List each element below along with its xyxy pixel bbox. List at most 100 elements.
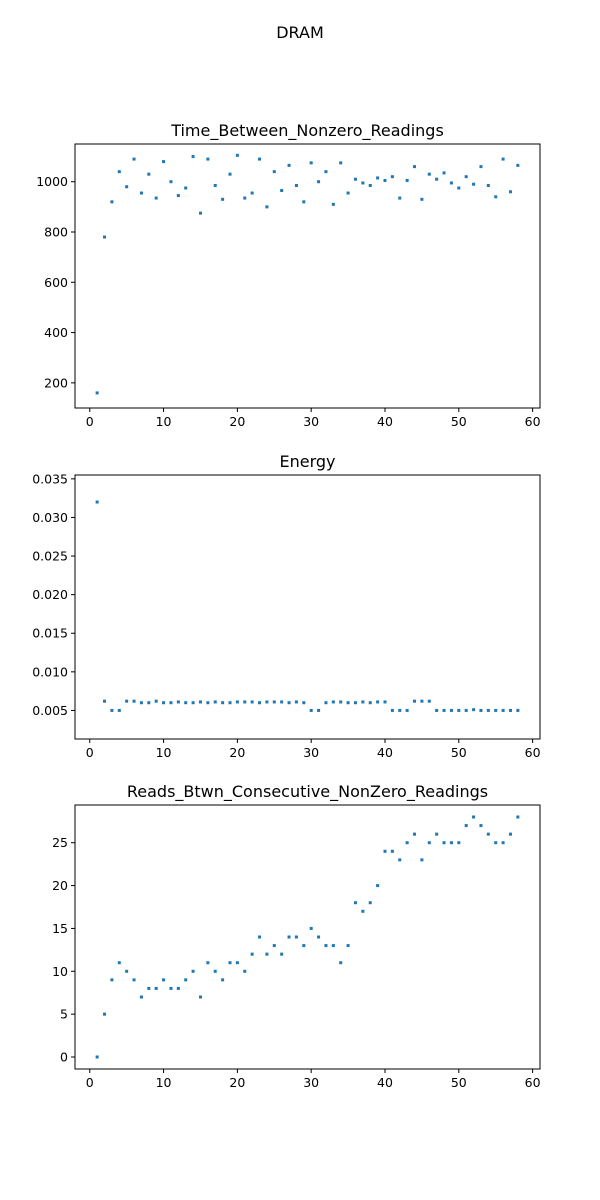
- x-tick-label: 0: [86, 414, 94, 429]
- data-point: [125, 969, 129, 973]
- figure-suptitle: DRAM: [276, 23, 324, 42]
- data-point: [376, 884, 380, 888]
- y-tick-label: 5: [60, 1007, 68, 1022]
- x-tick-label: 0: [86, 745, 94, 760]
- data-point: [221, 978, 225, 982]
- data-point: [280, 952, 284, 956]
- y-tick-label: 200: [44, 375, 68, 390]
- y-tick-label: 25: [52, 835, 68, 850]
- data-point: [191, 701, 195, 705]
- data-point: [258, 157, 262, 161]
- data-point: [346, 944, 350, 948]
- y-tick-label: 0.035: [32, 471, 68, 486]
- y-tick-label: 600: [44, 275, 68, 290]
- data-point: [494, 195, 498, 199]
- data-point: [213, 700, 217, 704]
- data-point: [294, 935, 298, 939]
- data-point: [339, 961, 343, 965]
- data-point: [449, 841, 453, 845]
- series-points: [95, 815, 520, 1059]
- data-point: [398, 708, 402, 712]
- data-point: [125, 699, 129, 703]
- data-point: [162, 701, 166, 705]
- x-tick-label: 50: [451, 745, 467, 760]
- data-point: [457, 186, 461, 190]
- data-point: [176, 700, 180, 704]
- subplot-title: Reads_Btwn_Consecutive_NonZero_Readings: [127, 782, 488, 802]
- y-tick-label: 0.010: [32, 664, 68, 679]
- data-point: [368, 701, 372, 705]
- data-point: [206, 961, 210, 965]
- data-point: [243, 196, 247, 200]
- data-point: [464, 175, 468, 179]
- data-point: [95, 1055, 99, 1059]
- data-point: [258, 701, 262, 705]
- x-tick-label: 30: [303, 1075, 319, 1090]
- data-point: [132, 699, 136, 703]
- data-point: [184, 701, 188, 705]
- data-point: [162, 160, 166, 164]
- x-tick-label: 0: [86, 1075, 94, 1090]
- data-point: [442, 708, 446, 712]
- data-point: [287, 701, 291, 705]
- data-point: [383, 178, 387, 182]
- data-point: [154, 986, 158, 990]
- data-point: [486, 832, 490, 836]
- x-tick-label: 40: [377, 745, 393, 760]
- data-point: [117, 961, 121, 965]
- data-point: [494, 708, 498, 712]
- data-point: [125, 185, 129, 189]
- data-point: [243, 969, 247, 973]
- y-tick-label: 0.020: [32, 587, 68, 602]
- data-point: [272, 944, 276, 948]
- x-tick-label: 60: [525, 414, 541, 429]
- data-point: [302, 944, 306, 948]
- data-point: [508, 832, 512, 836]
- data-point: [472, 815, 476, 819]
- x-tick-label: 10: [156, 414, 172, 429]
- data-point: [132, 157, 136, 161]
- data-point: [110, 978, 114, 982]
- data-point: [221, 701, 225, 705]
- data-point: [95, 391, 99, 395]
- y-tick-label: 1000: [36, 174, 68, 189]
- data-point: [309, 161, 313, 165]
- subplot-1: Time_Between_Nonzero_Readings 0 10 20 30 40 50…: [36, 121, 540, 429]
- subplot-3: Reads_Btwn_Consecutive_NonZero_Readings 0…: [52, 782, 541, 1090]
- data-point: [198, 700, 202, 704]
- data-point: [324, 170, 328, 174]
- x-tick-label: 60: [525, 1075, 541, 1090]
- x-tick-label: 30: [303, 414, 319, 429]
- data-point: [331, 944, 335, 948]
- axes-frame: [74, 804, 541, 1070]
- data-point: [516, 815, 520, 819]
- data-point: [280, 700, 284, 704]
- data-point: [302, 701, 306, 705]
- y-tick-label: 800: [44, 225, 68, 240]
- data-point: [413, 699, 417, 703]
- data-point: [265, 952, 269, 956]
- x-tick-label: 20: [229, 745, 245, 760]
- data-point: [390, 849, 394, 853]
- data-point: [132, 978, 136, 982]
- data-point: [235, 153, 239, 157]
- y-tick-label: 15: [52, 921, 68, 936]
- data-point: [486, 183, 490, 187]
- data-point: [147, 701, 151, 705]
- data-point: [110, 200, 114, 204]
- data-point: [176, 986, 180, 990]
- data-point: [250, 700, 254, 704]
- y-tick-label: 0.015: [32, 626, 68, 641]
- data-point: [398, 196, 402, 200]
- y-tick-label: 0.025: [32, 549, 68, 564]
- data-point: [405, 841, 409, 845]
- data-point: [169, 701, 173, 705]
- data-point: [243, 700, 247, 704]
- data-point: [420, 197, 424, 201]
- data-point: [442, 171, 446, 175]
- data-point: [339, 700, 343, 704]
- data-point: [390, 175, 394, 179]
- data-point: [184, 186, 188, 190]
- data-point: [228, 961, 232, 965]
